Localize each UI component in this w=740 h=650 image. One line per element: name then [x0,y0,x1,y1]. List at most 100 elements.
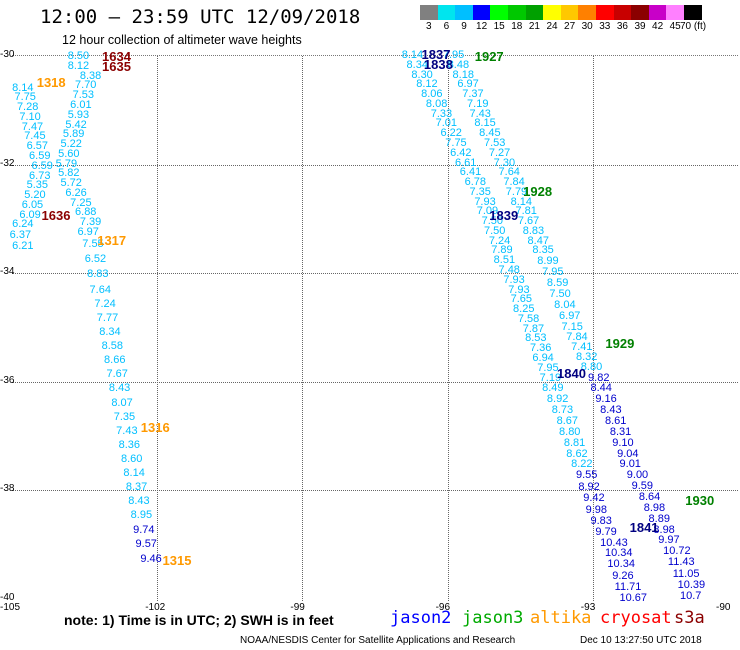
wave-height-value: 8.49 [542,382,564,395]
wave-height-value: 8.14 [123,467,145,480]
wave-height-value: 6.42 [450,146,472,159]
colorbar-swatch [578,5,596,20]
wave-height-value: 8.51 [493,254,516,267]
wave-height-value: 11.71 [614,581,642,594]
wave-height-value: 6.52 [84,253,107,266]
colorbar-swatch [420,5,438,20]
wave-height-value: 8.38 [79,69,102,82]
legend-cryosat: cryosat [600,608,672,628]
colorbar-swatch [472,5,491,20]
wave-height-value: 5.42 [65,118,87,131]
pass-time-label: 1928 [523,183,553,199]
wave-height-value: 7.50 [481,215,503,228]
wave-height-value: 8.32 [575,350,598,363]
wave-height-value: 7.09 [476,205,499,218]
parallel-gridline [12,490,738,492]
wave-height-value: 7.70 [75,79,97,92]
wave-height-value: 7.75 [14,91,36,104]
pass-time-label: 1316 [140,419,170,435]
wave-height-value: 6.97 [559,309,581,322]
wave-height-value: 7.10 [19,110,41,123]
wave-height-value: 8.08 [425,97,448,110]
wave-height-value: 7.24 [94,297,116,310]
colorbar-swatch [525,5,544,20]
wave-height-value: 7.19 [539,371,562,384]
latitude-label: -34 [0,266,15,278]
wave-height-value: 7.43 [116,424,138,437]
wave-height-value: 8.80 [580,360,603,373]
wave-height-value: 9.10 [612,436,634,449]
colorbar-label: 33 [599,21,611,32]
wave-height-value: 7.47 [21,120,44,133]
wave-height-value: 5.79 [55,157,78,170]
wave-height-value: 11.05 [672,568,700,581]
wave-height-value: 5.20 [24,189,46,202]
legend-altika: altika [530,608,592,628]
colorbar-label: 70 (ft) [679,21,707,32]
wave-height-value: 8.43 [128,495,150,508]
colorbar-label: 42 [652,21,664,32]
pass-time-label: 1318 [36,75,66,91]
longitude-label: -93 [580,602,596,613]
wave-height-value: 7.67 [106,368,128,381]
wave-height-value: 8.35 [532,244,554,257]
wave-height-value: 7.28 [16,101,39,114]
wave-height-value: 8.36 [118,438,140,451]
colorbar-swatches [420,5,702,20]
parallel-gridline [12,164,738,166]
map-note: note: 1) Time is in UTC; 2) SWH is in fe… [64,612,334,628]
wave-height-value: 8.34 [406,58,428,71]
wave-height-value: 5.60 [58,147,80,160]
wave-height-value: 8.15 [474,117,496,130]
wave-height-value: 7.84 [566,331,588,344]
colorbar-label: 21 [528,21,540,32]
wave-height-value: 8.25 [513,303,535,316]
colorbar-swatch [455,5,473,20]
wave-height-value: 10.43 [600,536,628,549]
wave-height-value: 8.37 [125,481,148,494]
wave-height-value: 8.61 [605,414,627,427]
pass-time-label: 1838 [423,56,453,72]
colorbar-label: 18 [511,21,523,32]
wave-height-value: 8.06 [421,88,443,101]
pass-time-label: 1837 [421,46,451,62]
wave-height-value: 7.67 [517,215,540,228]
wave-height-value: 6.41 [459,166,482,179]
latitude-label: -38 [0,483,15,495]
wave-height-value: 7.77 [96,311,119,324]
wave-height-value: 6.01 [70,98,92,111]
wave-height-value: 5.82 [58,167,80,180]
wave-height-value: 9.42 [583,492,605,505]
wave-height-value: 8.83 [87,268,109,281]
wave-height-value: 6.05 [21,198,44,211]
wave-height-value: 9.97 [658,534,680,547]
wave-height-value: 8.18 [452,68,474,81]
wave-height-value: 7.95 [537,361,559,374]
wave-height-value: 8.83 [522,224,545,237]
wave-height-value: 8.73 [551,404,574,417]
wave-height-value: 6.97 [77,226,99,239]
wave-height-value: 6.61 [454,156,477,169]
wave-height-value: 7.93 [474,195,496,208]
wave-height-value: 8.92 [546,393,569,406]
pass-time-label: 1317 [97,232,127,248]
latitude-label: -32 [0,157,15,169]
parallel-gridline [12,273,738,275]
wave-height-value: 7.41 [571,341,593,354]
wave-height-value: 8.34 [99,325,121,338]
wave-height-value: 7.27 [488,146,511,159]
colorbar-label: 27 [564,21,576,32]
wave-height-value: 10.67 [619,592,648,604]
wave-height-value: 8.14 [12,81,34,94]
wave-height-value: 9.59 [631,480,654,493]
wave-height-value: 7.25 [70,196,92,209]
wave-height-value: 7.79 [505,185,528,198]
wave-height-value: 8.12 [67,59,90,72]
colorbar-swatch [648,5,667,20]
colorbar-swatch [437,5,456,20]
pass-time-label: 1929 [605,335,635,351]
wave-height-value: 7.81 [515,205,537,218]
wave-height-value: 10.72 [663,545,691,558]
wave-height-value: 8.62 [566,447,588,460]
wave-height-value: 8.66 [104,354,126,367]
